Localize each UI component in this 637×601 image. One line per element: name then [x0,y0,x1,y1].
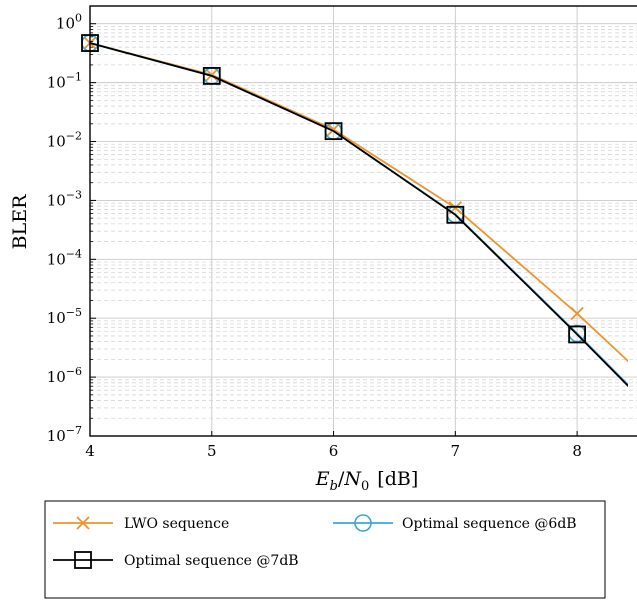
x-tick-label: 6 [329,442,339,460]
legend-box [44,500,606,599]
legend-item: LWO sequence [53,516,229,532]
legend: LWO sequence Optimal sequence @6dB Optimal… [44,500,606,599]
legend-marker [76,516,90,530]
data-point [568,325,587,344]
data-point [205,68,219,82]
marker-stroke [76,516,90,530]
legend-marker [74,551,92,569]
series-1 [81,34,628,387]
marker-stroke [632,364,637,376]
y-tick-label: 10−2 [47,130,82,151]
data-point [446,205,465,224]
legend-label: Optimal sequence @7dB [124,553,299,569]
grid [89,5,637,437]
legend-label: LWO sequence [124,516,229,532]
y-tick-label: 10−1 [47,71,82,92]
marker-stroke [632,364,637,376]
x-tick-label: 7 [451,442,461,460]
series-line [89,42,628,388]
ticks: 4 5 6 7 8 100 10−1 10−2 10−3 10−4 10−5 10−6 10−7 [47,5,582,460]
x-tick-label: 5 [207,442,217,460]
y-tick-label: 10−4 [47,247,82,268]
data-point [632,364,637,376]
x-tick-label: 8 [572,442,582,460]
marker-stroke [326,122,341,137]
legend-marker [354,514,372,532]
y-tick-label: 10−3 [47,188,82,209]
series-2 [81,34,628,388]
marker-stroke [205,68,219,82]
data-point [202,67,221,85]
data-point [324,122,343,141]
y-tick-label: 10−6 [47,365,82,386]
legend-item: Optimal sequence @7dB [53,551,299,569]
marker-stroke [570,306,584,321]
x-axis-title: Eb/N0 [dB] [315,468,418,494]
legend-label: Optimal sequence @6dB [402,516,577,532]
y-tick-label: 10−7 [47,424,82,445]
y-axis-title: BLER [9,194,31,249]
plot-frame [89,5,637,437]
y-tick-label: 100 [56,12,82,33]
series-layer [81,34,637,388]
data-point [570,306,584,321]
x-tick-label: 4 [85,442,95,460]
legend-item: Optimal sequence @6dB [333,514,577,532]
y-tick-label: 10−5 [47,306,82,327]
